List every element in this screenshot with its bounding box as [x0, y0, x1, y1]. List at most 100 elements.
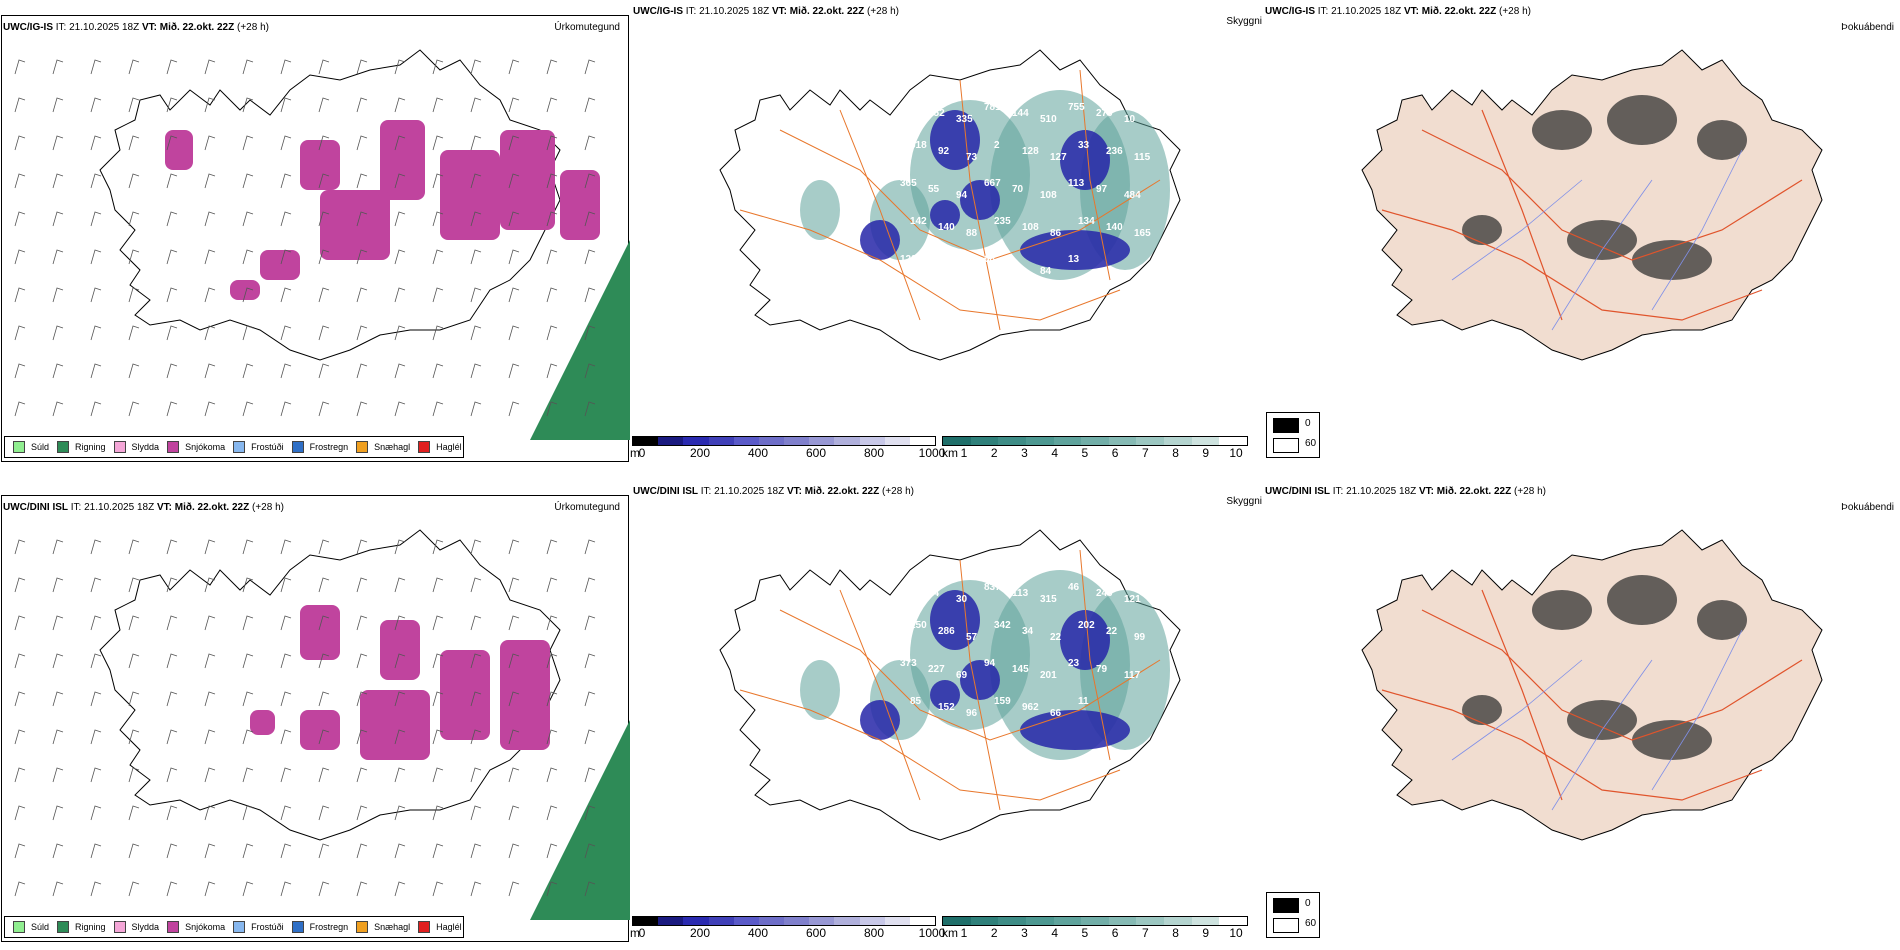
wind-barb	[14, 805, 26, 821]
wind-barb	[14, 173, 26, 189]
wind-barb	[470, 691, 482, 707]
river	[1551, 659, 1653, 811]
wind-barb	[318, 173, 330, 189]
wind-barb	[204, 653, 216, 669]
panel-variable-label: Þokuábendi	[1841, 502, 1894, 513]
ceiling-value-label: 236	[1106, 146, 1123, 157]
ceiling-value-label: 235	[994, 216, 1011, 227]
colorbar-segment	[1053, 917, 1082, 925]
wind-barb	[584, 729, 596, 745]
wind-barb	[204, 881, 216, 897]
wind-barb	[584, 97, 596, 113]
colorbar-tick-label: 5	[1081, 446, 1089, 460]
ceiling-value-label: 145	[1012, 664, 1029, 675]
wind-barb	[356, 363, 368, 379]
legend-label: Snjókoma	[185, 922, 226, 932]
river	[1651, 149, 1743, 311]
wind-barb	[394, 249, 406, 265]
wind-barb	[432, 653, 444, 669]
row-dini: UWC/DINI ISL IT: 21.10.2025 18Z VT: Mið.…	[0, 480, 1900, 950]
wind-barb	[546, 59, 558, 75]
wind-barb	[204, 287, 216, 303]
wind-barb	[394, 59, 406, 75]
colorbar-tick-label: 800	[863, 446, 885, 460]
ceiling-value-label: 57	[966, 632, 978, 643]
wind-barb	[166, 97, 178, 113]
wind-barb	[166, 211, 178, 227]
wind-barb	[470, 615, 482, 631]
ceiling-value-label: 128	[1022, 146, 1039, 157]
colorbar-tick-label: 0	[638, 446, 646, 460]
snow-area	[500, 640, 550, 750]
wind-barb	[52, 615, 64, 631]
legend-swatch	[291, 921, 304, 933]
ceiling-value-label: 962	[1022, 702, 1039, 713]
wind-barb	[318, 325, 330, 341]
ceiling-value-label: 6	[1012, 260, 1018, 271]
wind-barb	[128, 881, 140, 897]
wind-barb	[14, 401, 26, 417]
snow-area	[360, 690, 430, 760]
ceiling-value-label: 97	[1096, 184, 1108, 195]
wind-barb	[394, 401, 406, 417]
wind-barb	[318, 287, 330, 303]
wind-barb	[128, 249, 140, 265]
panel-variable-label: Þokuábendi	[1841, 22, 1894, 33]
ceiling-value-label: 13	[1068, 254, 1080, 265]
wind-barb	[128, 211, 140, 227]
wind-barb	[546, 325, 558, 341]
legend-swatch	[356, 441, 369, 453]
wind-barb	[90, 881, 102, 897]
wind-barb	[90, 729, 102, 745]
wind-barb	[356, 691, 368, 707]
wind-barb	[242, 843, 254, 859]
roads	[1381, 589, 1803, 801]
wind-barb	[280, 805, 292, 821]
visibility-unit: km	[942, 926, 958, 940]
wind-barb	[508, 805, 520, 821]
legend-label: Rigning	[75, 442, 106, 452]
wind-barb	[166, 691, 178, 707]
legend-label: Súld	[31, 922, 50, 932]
wind-barb	[90, 653, 102, 669]
colorbar-segment	[1219, 917, 1248, 925]
ceiling-value-label: 85	[956, 266, 968, 277]
wind-barb	[508, 249, 520, 265]
rain-area	[530, 720, 630, 920]
wind-barb	[394, 363, 406, 379]
wind-barb	[318, 135, 330, 151]
wind-barb	[584, 401, 596, 417]
snow-area	[440, 650, 490, 740]
wind-barb	[14, 97, 26, 113]
snow-area	[230, 280, 260, 300]
snow-area	[165, 130, 193, 170]
ceiling-value-label: 22	[1106, 626, 1118, 637]
wind-barb	[90, 805, 102, 821]
legend-item: Frostúði	[233, 921, 284, 933]
wind-barb	[242, 615, 254, 631]
wind-barb	[508, 287, 520, 303]
wind-barb	[204, 539, 216, 555]
wind-barb	[546, 97, 558, 113]
legend-label: Haglél	[436, 922, 462, 932]
wind-barb	[242, 135, 254, 151]
fog-area	[1607, 95, 1677, 145]
wind-barb	[318, 363, 330, 379]
colorbar-segment	[1164, 917, 1192, 925]
wind-barb	[166, 539, 178, 555]
colorbar-segment	[884, 917, 910, 925]
wind-barb	[166, 881, 178, 897]
wind-barb	[242, 401, 254, 417]
wind-barb	[356, 767, 368, 783]
road	[1381, 689, 1763, 801]
wind-barb	[242, 59, 254, 75]
wind-barb	[432, 767, 444, 783]
wind-barb	[14, 577, 26, 593]
wind-barb	[204, 59, 216, 75]
panel-title: UWC/IG-IS IT: 21.10.2025 18Z VT: Mið. 22…	[3, 22, 269, 33]
ceiling-value-label: 70	[1012, 184, 1024, 195]
wind-barb	[470, 843, 482, 859]
iceland-outline	[99, 529, 561, 841]
wind-barb	[90, 211, 102, 227]
iceland-land	[1361, 529, 1823, 841]
